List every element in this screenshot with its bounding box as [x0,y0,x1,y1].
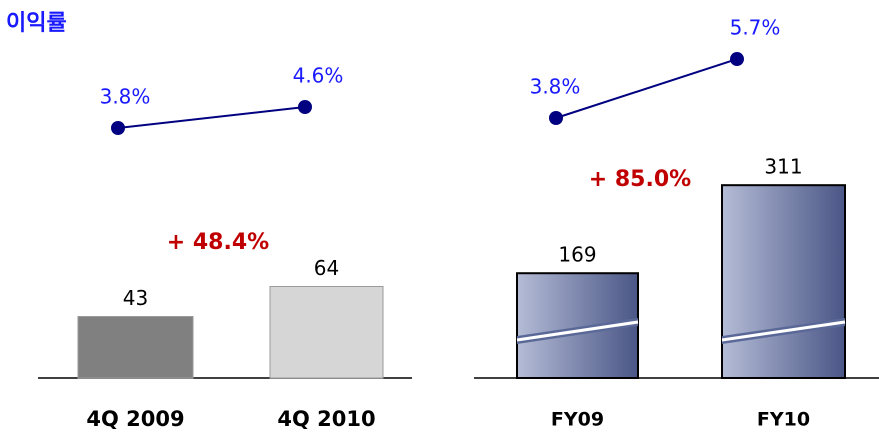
bar-stripe-highlight [721,320,846,342]
margin-label: 5.7% [730,16,781,40]
x-tick-label: FY10 [757,409,810,431]
bar [77,316,194,379]
margin-label: 4.6% [293,64,344,88]
bar [269,285,384,379]
bar [721,184,846,379]
margin-point [111,121,125,135]
x-tick-label: FY09 [551,409,604,431]
growth-annotation: + 48.4% [167,230,269,255]
growth-annotation: + 85.0% [589,167,691,192]
bar-value-label: 64 [314,256,339,280]
margin-point [730,52,744,67]
margin-point [298,100,312,114]
margin-line [555,58,738,119]
bar-stripe-highlight [516,320,639,342]
margin-point [549,111,563,126]
margin-line [117,106,306,129]
margin-label: 3.8% [100,85,151,109]
bar-value-label: 43 [123,286,148,310]
margin-label: 3.8% [530,75,581,99]
bar-value-label: 169 [558,243,596,267]
x-tick-label: 4Q 2010 [277,407,375,431]
x-tick-label: 4Q 2009 [86,407,184,431]
page-title: 이익률 [6,11,67,36]
bar-value-label: 311 [764,155,802,179]
